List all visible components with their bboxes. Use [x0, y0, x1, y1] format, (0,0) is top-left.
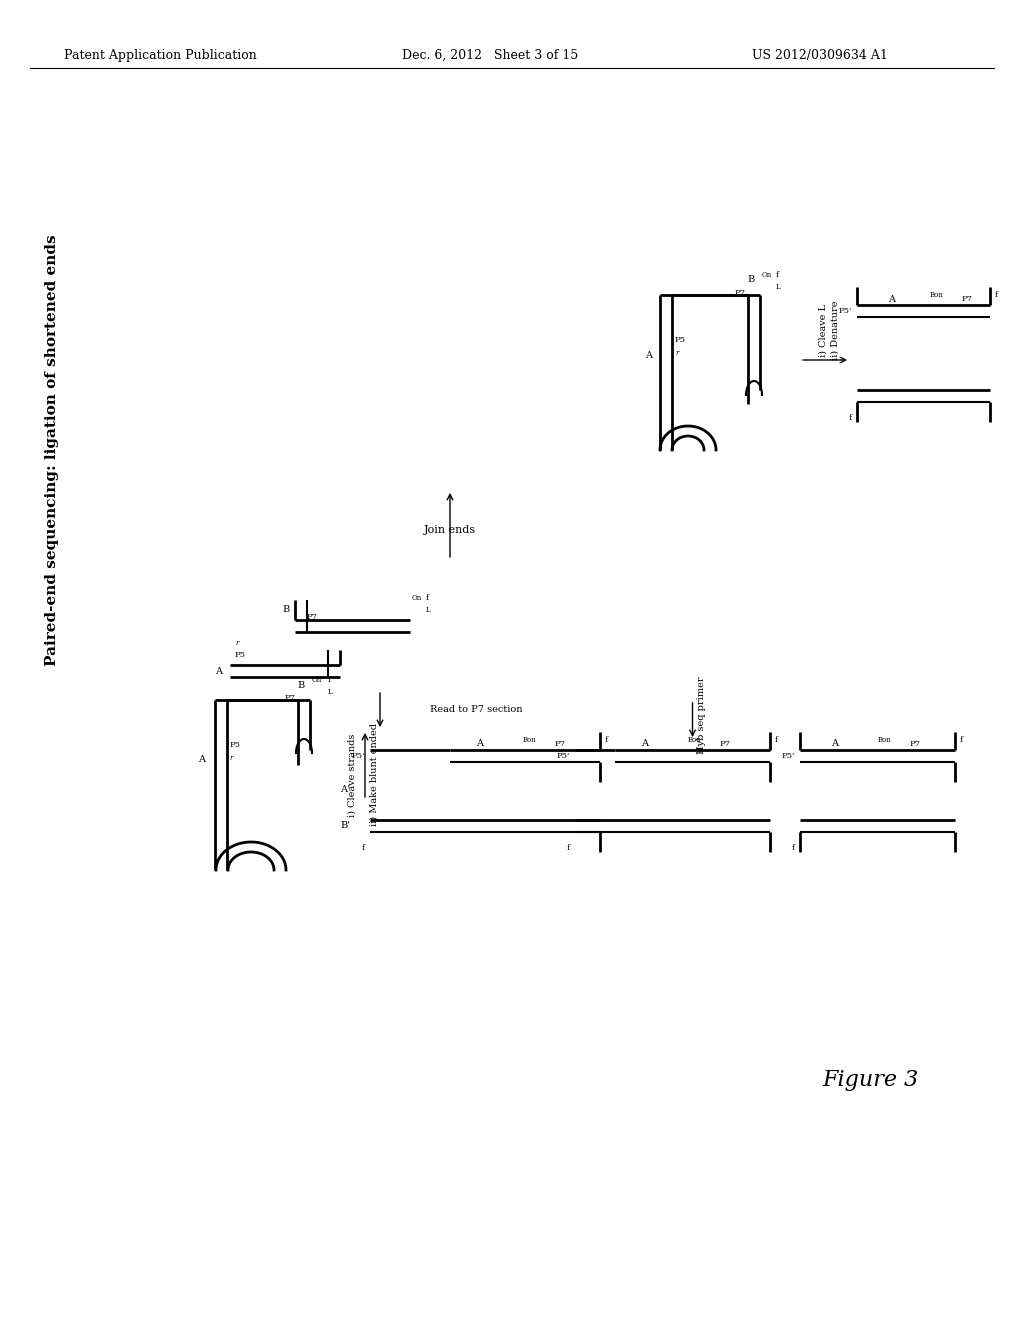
- Text: f: f: [776, 271, 779, 279]
- Text: On: On: [312, 676, 323, 684]
- Text: f: f: [775, 737, 778, 744]
- Text: Join ends: Join ends: [424, 525, 476, 535]
- Text: f: f: [849, 414, 852, 422]
- Text: f: f: [605, 737, 608, 744]
- Text: P5: P5: [675, 337, 686, 345]
- Text: P7: P7: [285, 694, 296, 702]
- Text: L: L: [426, 606, 431, 614]
- Text: Bon: Bon: [879, 737, 892, 744]
- Text: A: A: [198, 755, 205, 764]
- Text: Paired-end sequencing: ligation of shortened ends: Paired-end sequencing: ligation of short…: [45, 234, 59, 665]
- Text: i) Cleave strands: i) Cleave strands: [348, 734, 357, 817]
- Text: Figure 3: Figure 3: [822, 1069, 919, 1092]
- Text: L: L: [776, 282, 780, 290]
- Text: Hyb seq primer: Hyb seq primer: [697, 676, 707, 754]
- Text: B: B: [298, 681, 305, 689]
- Text: P7: P7: [962, 294, 973, 304]
- Text: f: f: [995, 290, 998, 300]
- Text: US 2012/0309634 A1: US 2012/0309634 A1: [752, 49, 888, 62]
- Text: A: A: [889, 294, 896, 304]
- Text: P5: P5: [234, 651, 246, 659]
- Text: f: f: [361, 843, 365, 851]
- Text: i) Cleave L: i) Cleave L: [818, 304, 827, 356]
- Text: P7: P7: [555, 741, 565, 748]
- Text: P5': P5': [781, 752, 795, 760]
- Text: r: r: [675, 348, 678, 356]
- Text: f: f: [426, 594, 429, 602]
- Text: On: On: [762, 271, 772, 279]
- Text: Dec. 6, 2012   Sheet 3 of 15: Dec. 6, 2012 Sheet 3 of 15: [401, 49, 579, 62]
- Text: Read to P7 section: Read to P7 section: [430, 705, 522, 714]
- Text: ii) Make blunt ended: ii) Make blunt ended: [370, 723, 379, 826]
- Text: B: B: [748, 276, 755, 285]
- Text: ii) Denature: ii) Denature: [830, 300, 840, 360]
- Text: Patent Application Publication: Patent Application Publication: [63, 49, 256, 62]
- Text: Bon: Bon: [688, 737, 701, 744]
- Text: P5': P5': [557, 752, 570, 760]
- Text: P5: P5: [230, 741, 241, 748]
- Text: B: B: [283, 606, 290, 615]
- Text: P5': P5': [351, 752, 365, 760]
- Text: P7: P7: [909, 741, 921, 748]
- Text: Bon: Bon: [523, 737, 537, 744]
- Text: A: A: [476, 739, 483, 748]
- Text: f: f: [961, 737, 964, 744]
- Text: A: A: [645, 351, 652, 359]
- Text: f: f: [567, 843, 570, 851]
- Text: A': A': [340, 785, 350, 795]
- Text: B': B': [340, 821, 350, 830]
- Text: r: r: [230, 754, 233, 762]
- Text: P5': P5': [839, 308, 852, 315]
- Text: f: f: [792, 843, 795, 851]
- Text: A: A: [831, 739, 839, 748]
- Text: L: L: [328, 688, 333, 696]
- Text: Bon: Bon: [930, 290, 944, 300]
- Text: A: A: [641, 739, 648, 748]
- Text: f: f: [328, 676, 331, 684]
- Text: P7: P7: [720, 741, 730, 748]
- Text: r: r: [234, 639, 239, 647]
- Text: P7: P7: [307, 612, 318, 620]
- Text: On: On: [412, 594, 422, 602]
- Text: A: A: [215, 667, 222, 676]
- Text: P7: P7: [735, 289, 746, 297]
